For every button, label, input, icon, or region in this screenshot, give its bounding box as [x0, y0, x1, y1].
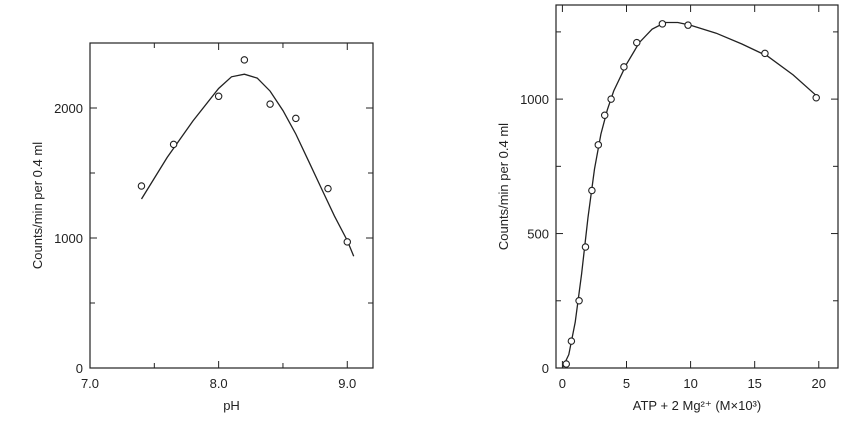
data-point [292, 114, 300, 123]
data-point [343, 238, 352, 246]
data-point [581, 243, 590, 251]
y-axis-label: Counts/min per 0.4 ml [496, 123, 511, 250]
plot-frame [89, 42, 374, 369]
data-point [594, 141, 603, 149]
chart-atp-mg: 0 500 1000 0 5 10 15 20 ATP + 2 Mg²⁺ (M×10³) Coun… [496, 4, 839, 413]
data-point [266, 100, 274, 108]
data-point [812, 94, 820, 102]
y-tick-label: 1000 [520, 92, 549, 107]
x-axis-label: ATP + 2 Mg²⁺ (M×10³) [633, 398, 761, 413]
data-point [658, 20, 667, 28]
fitted-curve [140, 73, 355, 257]
x-tick-label: 5 [623, 376, 630, 391]
data-point [684, 21, 692, 29]
x-tick-label: 20 [812, 376, 826, 391]
chart-ph: 0 1000 2000 7.0 8.0 9.0 pH Counts/min per 0.4 m… [30, 42, 374, 413]
y-tick-label: 2000 [54, 101, 83, 116]
data-point [633, 38, 641, 47]
data-point [607, 95, 615, 103]
data-point [169, 140, 178, 149]
x-tick-label: 8.0 [210, 376, 228, 391]
fitted-curve [561, 21, 820, 369]
y-tick-label: 0 [542, 361, 549, 376]
data-point [600, 111, 609, 119]
x-tick-label: 15 [747, 376, 761, 391]
x-tick-label: 0 [559, 376, 566, 391]
data-point [214, 92, 223, 101]
data-point [324, 184, 332, 193]
plot-frame [555, 4, 839, 369]
y-tick-label: 500 [527, 227, 549, 242]
data-point [137, 182, 146, 190]
data-point [588, 186, 596, 195]
data-point [562, 360, 571, 368]
x-tick-label: 9.0 [338, 376, 356, 391]
y-tick-label: 0 [76, 361, 83, 376]
x-tick-label: 7.0 [81, 376, 99, 391]
x-axis-label: pH [223, 398, 240, 413]
data-point [567, 337, 576, 345]
x-tick-label: 10 [683, 376, 697, 391]
y-tick-label: 1000 [54, 231, 83, 246]
y-axis-label: Counts/min per 0.4 ml [30, 142, 45, 269]
data-point [575, 297, 583, 305]
data-point [761, 49, 769, 58]
data-point [620, 63, 628, 71]
data-point [240, 56, 249, 64]
